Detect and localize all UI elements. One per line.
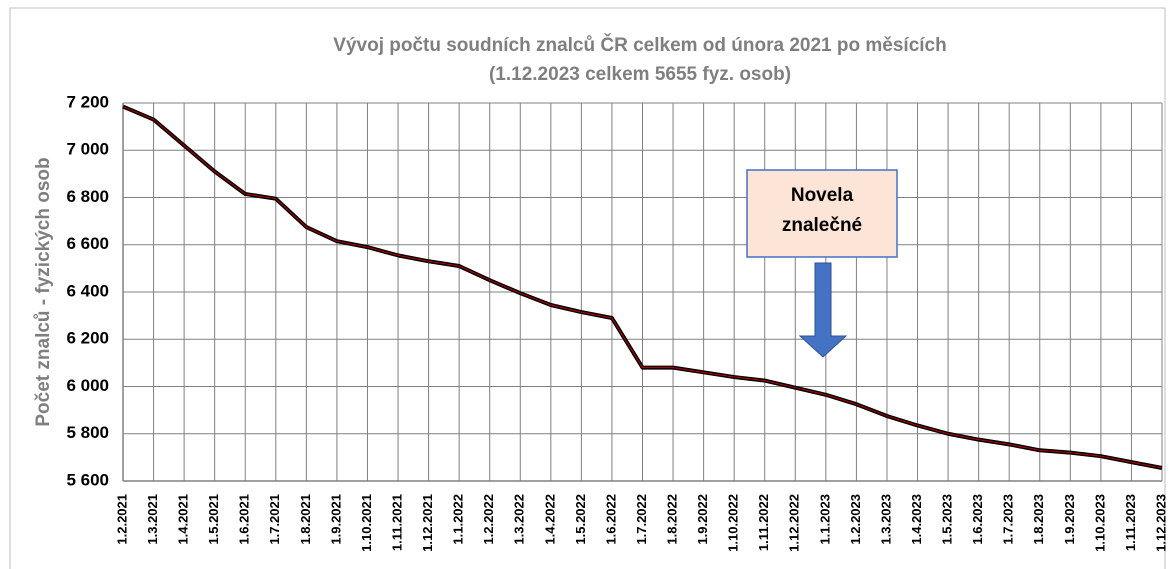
y-tick-label: 5 600 (66, 470, 109, 489)
x-tick-label: 1.7.2022 (634, 494, 649, 545)
y-tick-label: 6 600 (66, 234, 109, 253)
x-tick-label: 1.10.2021 (359, 494, 374, 552)
annotation-box (746, 169, 898, 258)
x-tick-label: 1.8.2023 (1031, 494, 1046, 545)
x-tick-label: 1.12.2021 (420, 494, 435, 552)
x-tick-label: 1.11.2022 (756, 494, 771, 551)
x-tick-label: 1.12.2023 (1153, 494, 1168, 552)
x-tick-label: 1.5.2022 (573, 494, 588, 545)
x-tick-label: 1.9.2022 (695, 494, 710, 545)
chart-title: Vývoj počtu soudních znalců ČR celkem od… (333, 34, 946, 56)
y-tick-label: 7 200 (66, 92, 109, 111)
x-tick-label: 1.6.2021 (237, 494, 252, 545)
x-tick-label: 1.3.2021 (145, 494, 160, 545)
series-line-inner (122, 106, 1163, 469)
x-tick-label: 1.8.2021 (298, 494, 313, 545)
x-tick-label: 1.4.2022 (542, 494, 557, 545)
x-tick-label: 1.7.2023 (1001, 494, 1016, 545)
x-tick-label: 1.7.2021 (267, 494, 282, 545)
x-tick-label: 1.12.2022 (787, 494, 802, 552)
x-tick-label: 1.3.2022 (512, 494, 527, 545)
x-tick-label: 1.1.2023 (817, 494, 832, 545)
x-tick-label: 1.1.2022 (451, 494, 466, 545)
x-tick-label: 1.11.2023 (1123, 494, 1138, 551)
chart-border (9, 7, 1166, 569)
x-tick-label: 1.10.2022 (726, 494, 741, 552)
y-tick-label: 5 800 (66, 423, 109, 442)
x-tick-label: 1.6.2022 (603, 494, 618, 545)
y-tick-label: 7 000 (66, 140, 109, 159)
x-tick-label: 1.9.2023 (1062, 494, 1077, 545)
annotation: Novela znalečné (746, 169, 898, 358)
y-tick-label: 6 800 (66, 187, 109, 206)
x-tick-label: 1.2.2021 (114, 494, 129, 545)
marks (122, 104, 1163, 470)
annotation-text: znalečné (782, 215, 862, 236)
x-tick-label: 1.11.2021 (389, 494, 404, 551)
x-tick-label: 1.9.2021 (328, 494, 343, 545)
annotation-arrow (798, 262, 848, 358)
x-tick-label: 1.3.2023 (878, 494, 893, 545)
x-tick-label: 1.4.2023 (909, 494, 924, 545)
y-tick-label: 6 000 (66, 376, 109, 395)
y-tick-label: 6 200 (66, 329, 109, 348)
chart-subtitle: (1.12.2023 celkem 5655 fyz. osob) (489, 64, 791, 85)
annotation-text: Novela (791, 185, 854, 206)
x-tick-label: 1.4.2021 (176, 494, 191, 545)
x-tick-label: 1.8.2022 (664, 494, 679, 545)
x-tick-label: 1.10.2023 (1092, 494, 1107, 552)
x-tick-label: 1.6.2023 (970, 494, 985, 545)
x-tick-label: 1.5.2021 (206, 494, 221, 545)
x-tick-label: 1.2.2023 (848, 494, 863, 545)
x-tick-label: 1.2.2022 (481, 494, 496, 545)
y-tick-label: 6 400 (66, 281, 109, 300)
y-axis-label: Počet znalců - fyzických osob (33, 157, 54, 426)
grid: 5 600 5 800 6 000 6 200 6 400 6 600 6 800 7 000… (66, 92, 1168, 551)
x-tick-label: 1.5.2023 (940, 494, 955, 545)
